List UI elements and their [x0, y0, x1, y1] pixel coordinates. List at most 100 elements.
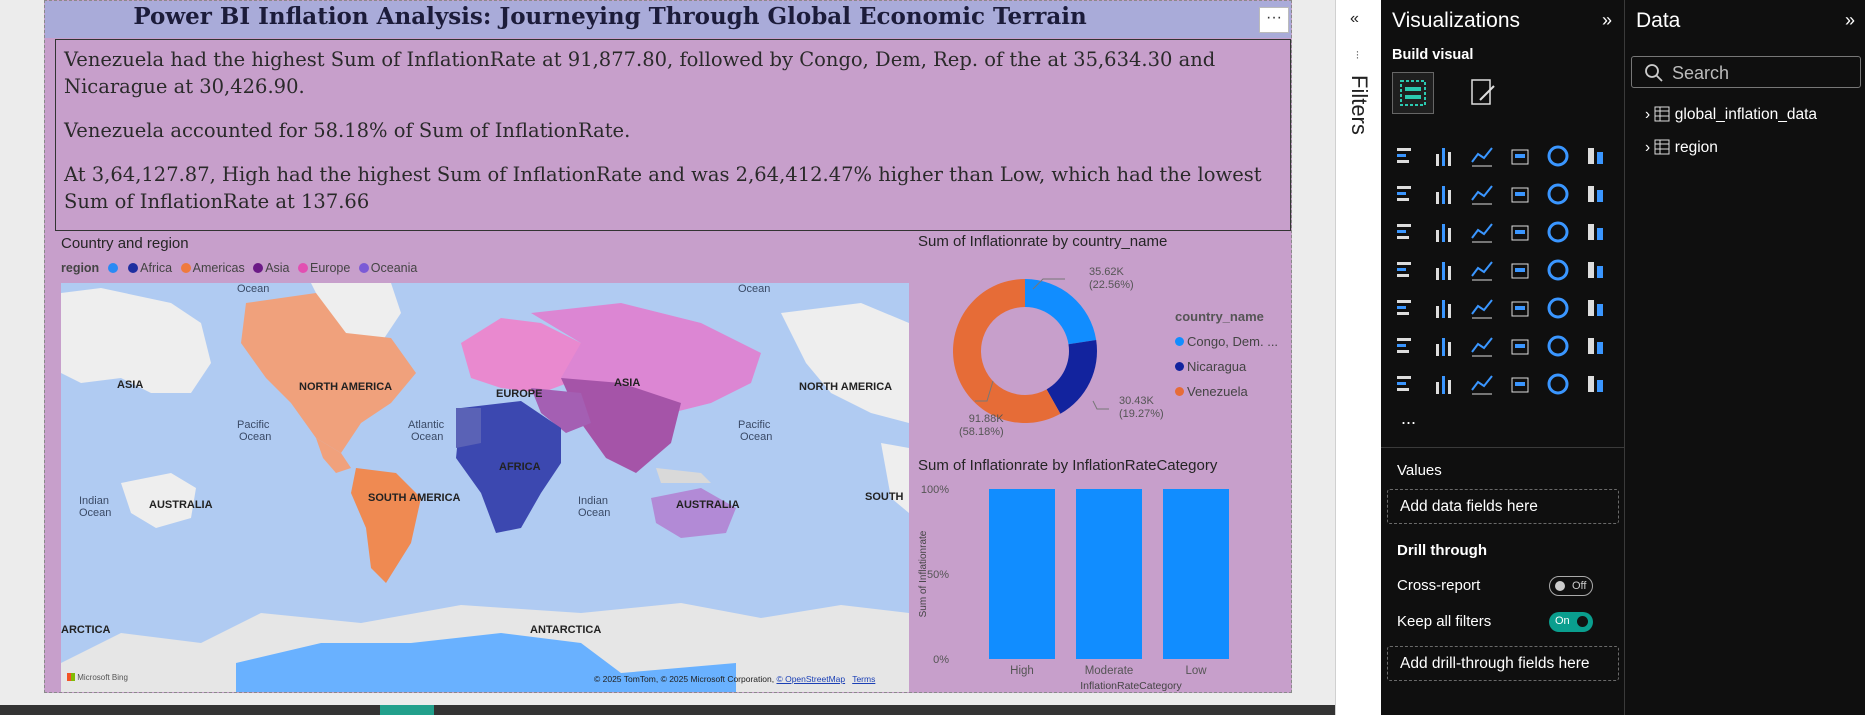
scatter-icon[interactable] — [1506, 218, 1534, 246]
format-visual-icon[interactable] — [1466, 76, 1500, 110]
map-label: ASIA — [117, 379, 144, 391]
drill-through-drop-zone[interactable]: Add drill-through fields here — [1387, 646, 1619, 681]
funnel-icon[interactable] — [1468, 218, 1496, 246]
map-label: SOUTH AMERICA — [368, 492, 461, 504]
clustered-bar-icon[interactable] — [1468, 142, 1496, 170]
bar-high[interactable] — [989, 489, 1055, 659]
keep-filters-label: Keep all filters — [1397, 613, 1492, 630]
donut-chart[interactable] — [915, 251, 1175, 451]
visualizations-pane: Visualizations » Build visual ... Values… — [1381, 0, 1625, 715]
map-icon[interactable] — [1430, 256, 1458, 284]
search-icon — [1645, 64, 1663, 82]
qa-icon[interactable] — [1506, 332, 1534, 360]
expand-icon[interactable]: « — [1350, 10, 1359, 27]
chevron-right-icon[interactable]: › — [1645, 106, 1651, 123]
paginated-icon[interactable] — [1392, 370, 1420, 398]
map-label: Ocean — [239, 431, 272, 443]
area-icon[interactable] — [1430, 180, 1458, 208]
bar-moderate[interactable] — [1076, 489, 1142, 659]
slicer-icon[interactable] — [1468, 294, 1496, 322]
power-automate-icon[interactable] — [1468, 370, 1496, 398]
cross-report-toggle[interactable]: Off — [1549, 576, 1593, 596]
map-label: AUSTRALIA — [676, 499, 740, 511]
osm-link[interactable]: © OpenStreetMap — [776, 674, 846, 684]
multi-row-card-icon[interactable] — [1392, 294, 1420, 322]
map-attribution: © 2025 TomTom, © 2025 Microsoft Corporat… — [594, 674, 876, 684]
legend-item[interactable]: Oceania — [354, 261, 417, 275]
100-column-icon[interactable] — [1582, 142, 1610, 170]
card-icon[interactable] — [1582, 256, 1610, 284]
table-icon[interactable] — [1506, 294, 1534, 322]
diamond-icon[interactable] — [1544, 370, 1572, 398]
donut-icon[interactable] — [1582, 218, 1610, 246]
search-input[interactable] — [1672, 63, 1852, 84]
map-label: AFRICA — [499, 461, 541, 473]
azure-map-icon[interactable] — [1506, 256, 1534, 284]
donut-slice[interactable] — [1025, 279, 1097, 345]
ribbon-icon[interactable] — [1582, 180, 1610, 208]
kpi-icon[interactable] — [1430, 294, 1458, 322]
treemap-icon[interactable] — [1392, 256, 1420, 284]
smart-narrative-icon[interactable] — [1544, 332, 1572, 360]
matrix-icon[interactable] — [1544, 294, 1572, 322]
100-bar-icon[interactable] — [1544, 142, 1572, 170]
more-options-button[interactable]: ··· — [1259, 7, 1289, 33]
legend-item[interactable] — [103, 261, 120, 275]
100-area-icon[interactable] — [1506, 180, 1534, 208]
r-visual-icon[interactable] — [1582, 294, 1610, 322]
drill-through-label: Drill through — [1397, 542, 1487, 559]
collapse-icon[interactable]: » — [1601, 10, 1612, 30]
python-visual-icon[interactable] — [1392, 332, 1420, 360]
legend-item[interactable]: Europe — [293, 261, 350, 275]
more-visuals-button[interactable]: ... — [1401, 408, 1417, 428]
collapse-icon[interactable]: » — [1844, 10, 1855, 30]
filters-pane-collapsed[interactable]: « ⫶ Filters — [1335, 0, 1381, 715]
map-label: NORTH AMERICA — [799, 381, 893, 393]
power-apps-icon[interactable] — [1430, 370, 1458, 398]
line-column-icon[interactable] — [1544, 180, 1572, 208]
legend-item[interactable]: Asia — [248, 261, 290, 275]
build-visual-icon[interactable] — [1392, 72, 1434, 114]
column-chart[interactable]: 0% 50% 100% Sum of Inflationrate High Moderat… — [915, 479, 1292, 693]
map-label: Indian — [79, 495, 109, 507]
legend-item-nicaragua[interactable]: Nicaragua — [1175, 359, 1278, 374]
waterfall-icon[interactable] — [1392, 218, 1420, 246]
donut-slice[interactable] — [953, 279, 1061, 423]
clustered-column-icon[interactable] — [1506, 142, 1534, 170]
gauge-icon[interactable] — [1544, 256, 1572, 284]
cross-report-label: Cross-report — [1397, 577, 1481, 594]
decomposition-tree-icon[interactable] — [1468, 332, 1496, 360]
keep-filters-toggle[interactable]: On — [1549, 612, 1593, 632]
legend-item-venezuela[interactable]: Venezuela — [1175, 384, 1278, 399]
donut-data-label: 91.88K (58.18%) — [959, 413, 1004, 438]
stacked-bar-icon[interactable] — [1392, 142, 1420, 170]
active-page-tab[interactable] — [380, 705, 434, 715]
donut-slice[interactable] — [1046, 340, 1097, 414]
bar-low[interactable] — [1163, 489, 1229, 659]
line-icon[interactable] — [1392, 180, 1420, 208]
smart-narrative[interactable]: Venezuela had the highest Sum of Inflati… — [55, 39, 1291, 231]
arrow-icon[interactable] — [1582, 370, 1610, 398]
legend-item[interactable]: Americas — [176, 261, 245, 275]
chevron-right-icon[interactable]: › — [1645, 139, 1651, 156]
stacked-column-icon[interactable] — [1430, 142, 1458, 170]
map-label: AUSTRALIA — [149, 499, 213, 511]
column-line-icon[interactable] — [1430, 218, 1458, 246]
map-label: Ocean — [237, 283, 270, 295]
table-item-region[interactable]: › region — [1645, 139, 1718, 156]
map-label: ASIA — [614, 377, 641, 389]
key-influencers-icon[interactable] — [1430, 332, 1458, 360]
pie-icon[interactable] — [1544, 218, 1572, 246]
legend-item-congo[interactable]: Congo, Dem. ... — [1175, 334, 1278, 349]
metrics-icon[interactable] — [1506, 370, 1534, 398]
stacked-area-icon[interactable] — [1468, 180, 1496, 208]
table-item-global-inflation-data[interactable]: › global_inflation_data — [1645, 106, 1817, 123]
values-drop-zone[interactable]: Add data fields here — [1387, 489, 1619, 524]
filled-map[interactable]: Ocean Ocean ASIA NORTH AMERICA EUROPE AS… — [61, 283, 909, 692]
table-icon — [1654, 139, 1670, 155]
filled-map-icon[interactable] — [1468, 256, 1496, 284]
legend-item[interactable]: Africa — [123, 261, 172, 275]
goals-icon[interactable] — [1582, 332, 1610, 360]
terms-link[interactable]: Terms — [852, 674, 876, 684]
map-label: SOUTH — [865, 491, 904, 503]
